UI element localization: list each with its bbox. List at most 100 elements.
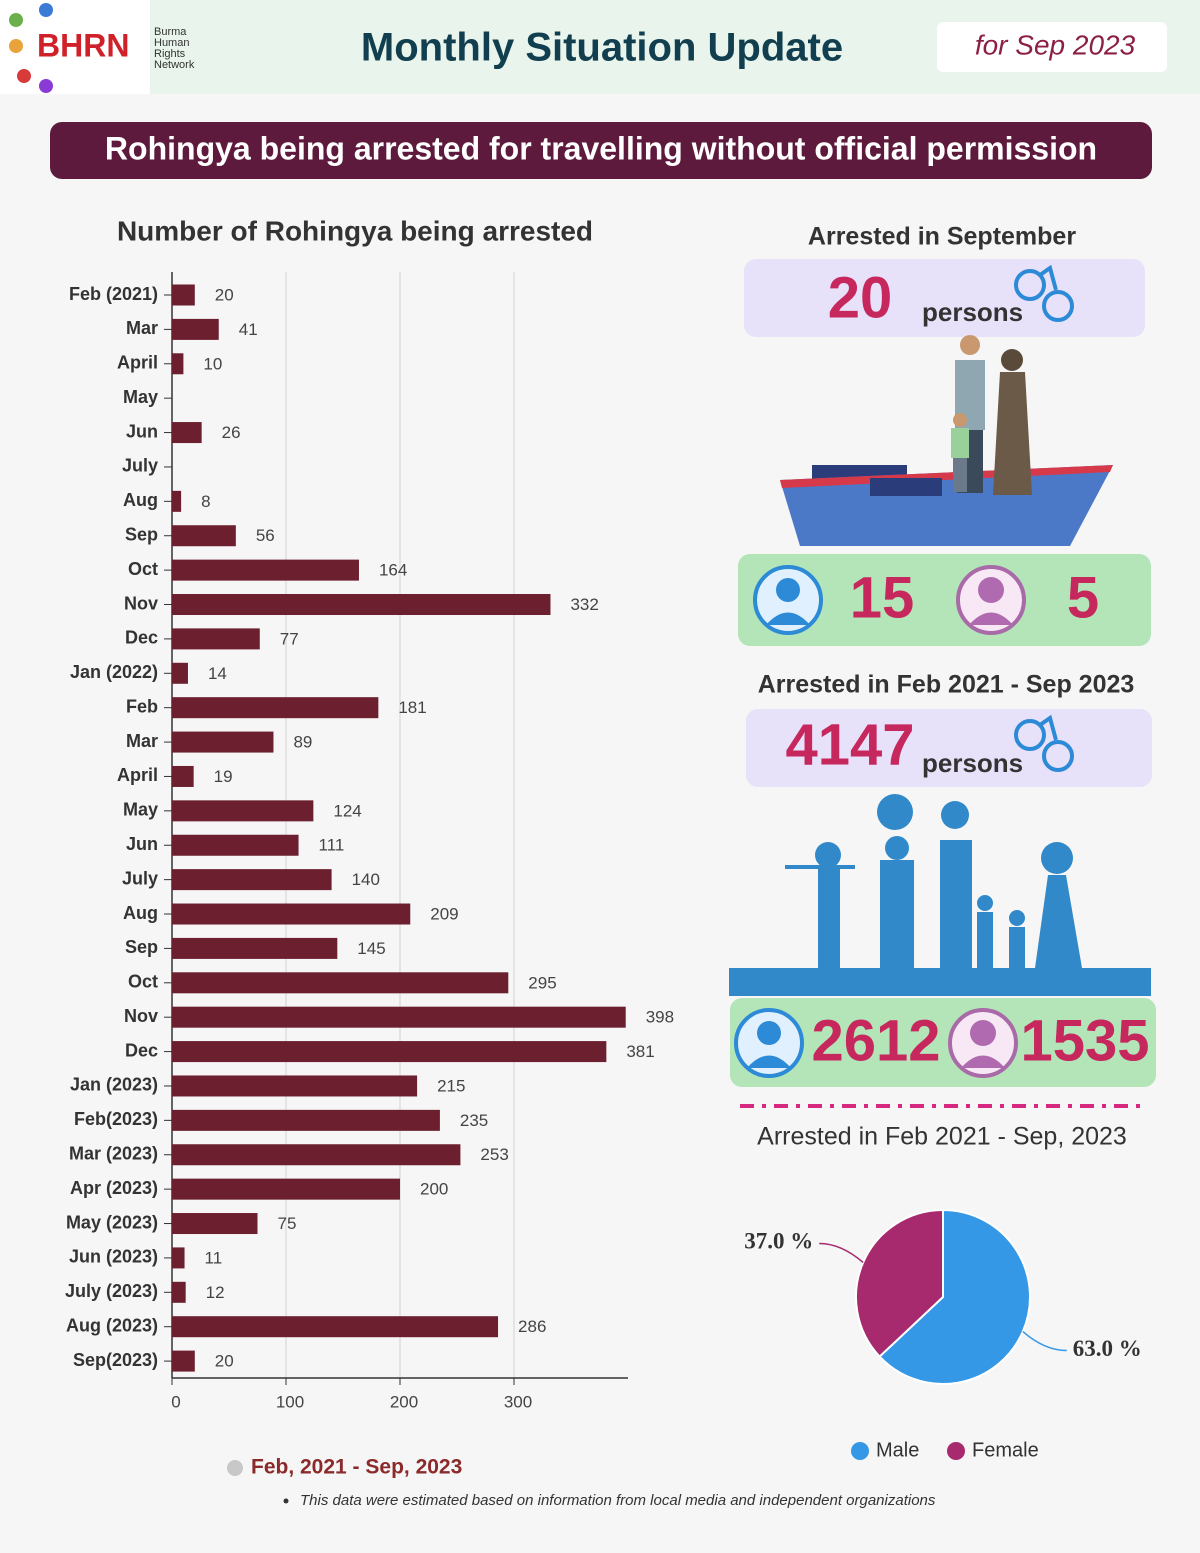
bar	[172, 1281, 186, 1303]
value-label: 215	[437, 1076, 465, 1095]
value-label: 14	[208, 664, 227, 683]
gender-box	[730, 998, 1156, 1087]
value-label: 332	[570, 595, 598, 614]
legend-label: Male	[876, 1439, 919, 1461]
bar	[172, 731, 274, 753]
chart-title: Number of Rohingya being arrested	[117, 215, 593, 246]
bar	[172, 353, 184, 375]
gender-box	[738, 554, 1151, 646]
x-tick-label: 300	[504, 1392, 532, 1411]
y-tick-label: May (2023)	[66, 1212, 158, 1232]
x-tick-label: 100	[276, 1392, 304, 1411]
bar	[172, 422, 202, 444]
y-tick-label: Feb(2023)	[74, 1109, 158, 1129]
value-label: 8	[201, 492, 210, 511]
pie-chart: 63.0 % Male 37.0 % Female	[744, 1208, 1142, 1461]
bar	[172, 1178, 400, 1200]
stat-female: 5	[1067, 565, 1099, 630]
stat-box	[744, 259, 1145, 337]
legend-marker	[227, 1460, 243, 1476]
value-label: 89	[293, 733, 312, 752]
y-tick-label: Mar	[126, 318, 158, 338]
bar	[172, 937, 338, 959]
bar	[172, 594, 551, 616]
y-tick-label: Jun	[126, 834, 158, 854]
value-label: 145	[357, 939, 385, 958]
y-tick-label: Sep	[125, 937, 158, 957]
y-tick-label: July (2023)	[65, 1281, 158, 1301]
y-tick-label: Nov	[124, 1006, 158, 1026]
y-tick-label: Feb (2021)	[69, 284, 158, 304]
chart-title: Arrested in Feb 2021 - Sep, 2023	[757, 1123, 1127, 1151]
x-tick-label: 200	[390, 1392, 418, 1411]
bar	[172, 1075, 418, 1097]
value-label: 12	[206, 1283, 225, 1302]
y-tick-label: Oct	[128, 559, 158, 579]
value-label: 77	[280, 629, 299, 648]
value-label: 295	[528, 973, 556, 992]
bar	[172, 1109, 440, 1131]
handcuffs-icon	[1014, 264, 1074, 322]
legend-label: Feb, 2021 - Sep, 2023	[251, 1456, 462, 1479]
bar	[172, 1350, 195, 1372]
legend-marker	[947, 1442, 965, 1460]
logo-icon	[9, 3, 53, 93]
value-label: 41	[239, 320, 258, 339]
data-label: 37.0 %	[744, 1229, 813, 1254]
male-icon	[734, 1008, 804, 1078]
stat-unit: persons	[922, 297, 1023, 327]
x-tick-label: 0	[171, 1392, 180, 1411]
pie-slice	[855, 1208, 944, 1358]
value-label: 11	[205, 1248, 223, 1267]
y-tick-label: July	[122, 456, 158, 476]
bar	[172, 662, 188, 684]
female-icon	[956, 565, 1026, 635]
y-tick-label: April	[117, 765, 158, 785]
bullet	[283, 1498, 289, 1504]
stat-title: Arrested in September	[808, 223, 1076, 251]
bar	[172, 972, 509, 994]
y-tick-label: Nov	[124, 593, 158, 613]
y-tick-label: Sep	[125, 524, 158, 544]
refugees-silhouette	[729, 794, 1151, 996]
female-icon	[948, 1008, 1018, 1078]
value-label: 140	[352, 870, 380, 889]
bar	[172, 800, 314, 822]
value-label: 200	[420, 1180, 448, 1199]
y-tick-label: Jun (2023)	[69, 1247, 158, 1267]
stat-female: 1535	[1020, 1008, 1149, 1073]
y-tick-label: Sep(2023)	[73, 1350, 158, 1370]
bar	[172, 559, 359, 581]
logo-text: BHRN	[37, 27, 129, 63]
y-tick-label: Jan (2022)	[70, 662, 158, 682]
stat-total: 4147	[785, 712, 914, 777]
value-label: 20	[215, 285, 234, 304]
value-label: 235	[460, 1111, 488, 1130]
banner: Rohingya being arrested for travelling w…	[105, 130, 1097, 166]
bar	[172, 318, 219, 340]
bar	[172, 765, 194, 787]
org-name: Human	[154, 37, 189, 49]
bar	[172, 490, 182, 512]
male-icon	[753, 565, 823, 635]
bar	[172, 1247, 185, 1269]
value-label: 56	[256, 526, 275, 545]
banner-bg	[50, 122, 1152, 179]
value-label: 164	[379, 561, 407, 580]
boat-illustration	[780, 335, 1113, 546]
value-label: 10	[203, 354, 222, 373]
handcuffs-icon	[1014, 714, 1074, 772]
footnote: This data were estimated based on inform…	[300, 1492, 936, 1509]
legend-label: Female	[972, 1439, 1039, 1461]
value-label: 124	[333, 801, 361, 820]
bar	[172, 628, 260, 650]
value-label: 381	[626, 1042, 654, 1061]
value-label: 398	[646, 1008, 674, 1027]
y-tick-label: Apr (2023)	[70, 1178, 158, 1198]
value-label: 253	[480, 1145, 508, 1164]
data-label: 63.0 %	[1073, 1336, 1142, 1361]
leader-line	[1022, 1330, 1067, 1352]
y-tick-label: Aug	[123, 490, 158, 510]
org-name: Burma	[154, 26, 187, 38]
